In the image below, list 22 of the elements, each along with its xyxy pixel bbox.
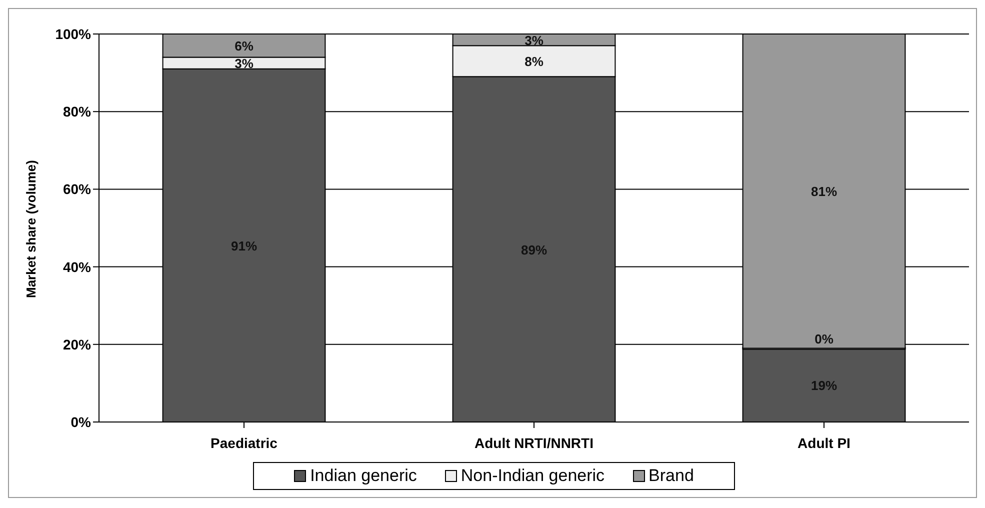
data-label: 91% (230, 238, 258, 254)
data-label: 19% (810, 378, 838, 394)
legend-label: Indian generic (310, 466, 417, 486)
y-tick-label: 100% (55, 26, 92, 42)
x-tick-label: Adult NRTI/NNRTI (474, 434, 594, 451)
x-tick-label: Adult PI (798, 434, 850, 451)
data-label: 6% (234, 38, 254, 54)
data-label: 3% (234, 56, 254, 72)
data-label: 89% (520, 242, 548, 258)
legend-label: Non-Indian generic (460, 466, 605, 486)
data-label: 81% (810, 184, 838, 200)
data-label: 3% (524, 32, 544, 48)
y-axis-title: Market share (volume) (24, 160, 39, 298)
y-tick-label: 0% (70, 414, 92, 430)
y-tick-label: 60% (62, 181, 92, 198)
data-label: 0% (814, 331, 834, 346)
data-label: 8% (524, 54, 544, 70)
x-tick-label: Paediatric (210, 434, 278, 451)
y-tick-label: 20% (62, 336, 92, 352)
y-tick-label: 40% (62, 258, 92, 275)
legend-label: Brand (648, 466, 694, 486)
y-tick-label: 80% (62, 104, 92, 120)
